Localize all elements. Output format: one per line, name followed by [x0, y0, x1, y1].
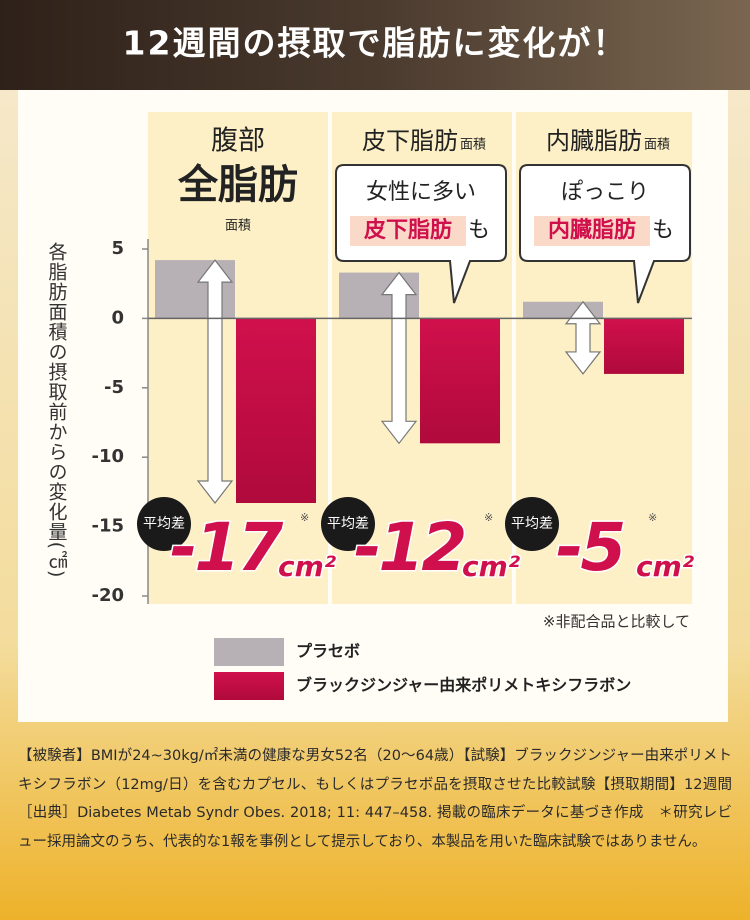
callout-highlight: [350, 216, 466, 246]
difference-mark: ※: [484, 511, 493, 524]
y-tick-label: -10: [91, 446, 124, 467]
difference-label: -17: [170, 509, 283, 586]
y-tick-label: 5: [111, 238, 124, 259]
difference-mark: ※: [648, 511, 657, 524]
category-label: 面積: [644, 138, 670, 153]
category-label: 全脂肪: [177, 162, 298, 208]
difference-label: -5: [556, 509, 623, 586]
difference-arrow: [380, 271, 418, 445]
badge-text: 平均差: [511, 516, 553, 532]
legend-swatch: [214, 638, 284, 666]
callout-text: も: [468, 218, 490, 243]
callout-highlight: [534, 216, 650, 246]
comparison-note: ※非配合品と比較して: [543, 613, 690, 631]
y-tick-label: -15: [91, 516, 124, 537]
category-label: 腹部: [211, 126, 265, 157]
callout-text: 女性に多い: [366, 180, 476, 205]
y-tick-label: 0: [111, 307, 124, 328]
difference-unit: cm²: [278, 550, 337, 583]
y-tick-label: -20: [91, 585, 124, 606]
difference-arrow: [196, 259, 234, 504]
footnote: 【被験者】BMIが24~30kg/㎡未満の健康な男女52名（20～64歳）【試験…: [18, 748, 732, 850]
title-banner: [0, 0, 750, 90]
badge: [505, 497, 559, 551]
callout-text: ぽっこり: [561, 180, 649, 205]
callout-text: も: [652, 218, 674, 243]
legend-swatch: [214, 672, 284, 700]
category-label: 皮下脂肪: [362, 127, 458, 155]
callout-text: 内臓脂肪: [548, 217, 636, 243]
callout-text: 皮下脂肪: [364, 217, 452, 243]
badge-text: 平均差: [327, 516, 369, 532]
category-label: 面積: [225, 219, 251, 234]
difference-arrow: [564, 300, 602, 375]
difference-label: -12: [354, 509, 464, 586]
bar: [604, 318, 684, 374]
bar: [155, 260, 235, 319]
badge: [137, 497, 191, 551]
y-axis-label: 各脂肪面積の摂取前からの変化量(㎠): [46, 241, 68, 578]
bar: [236, 318, 316, 504]
bar: [339, 272, 419, 319]
bar: [420, 318, 500, 444]
legend-label: ブラックジンジャー由来ポリメトキシフラボン: [296, 676, 631, 695]
badge: [321, 497, 375, 551]
difference-unit: cm²: [636, 550, 695, 583]
legend-label: プラセボ: [296, 642, 360, 661]
chart: 12週間の摂取で脂肪に変化が！ 各脂肪面積の摂取前からの変化量(㎠) ※非配合品…: [0, 0, 750, 700]
difference-unit: cm²: [462, 550, 521, 583]
y-tick-label: -5: [104, 377, 124, 398]
badge-text: 平均差: [143, 516, 185, 532]
category-label: 内臓脂肪: [546, 127, 642, 155]
chart-title: 12週間の摂取で脂肪に変化が！: [123, 24, 628, 63]
difference-mark: ※: [300, 511, 309, 524]
category-label: 面積: [460, 138, 486, 153]
